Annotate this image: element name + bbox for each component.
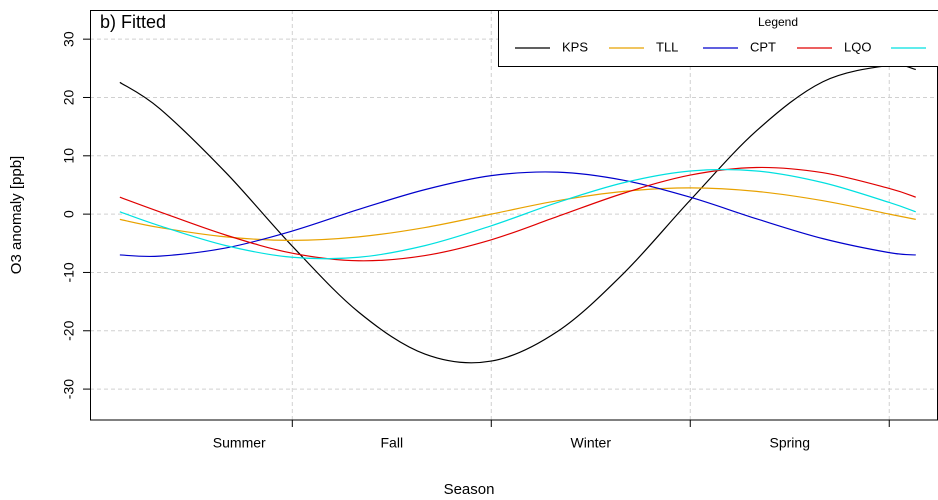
- x-tick-label: Spring: [770, 435, 810, 451]
- series-line: [119, 187, 916, 241]
- legend-label: LQO: [844, 39, 871, 54]
- legend-box: [498, 10, 938, 67]
- panel-label: b) Fitted: [100, 12, 166, 32]
- legend-label: TLL: [656, 39, 678, 54]
- legend-label: KPS: [562, 39, 588, 54]
- grid-layer: [90, 10, 937, 420]
- x-tick-label: Summer: [213, 435, 266, 451]
- y-tick-label: 10: [61, 148, 77, 164]
- legend: LegendKPSTLLCPTLQOMLO: [498, 10, 938, 67]
- series-line: [119, 64, 916, 364]
- series-line: [119, 168, 916, 260]
- y-tick-label: -20: [61, 320, 77, 340]
- legend-title: Legend: [758, 15, 798, 29]
- y-tick-label: -10: [61, 262, 77, 282]
- y-tick-label: 20: [61, 89, 77, 105]
- series-line: [119, 171, 916, 258]
- x-tick-label: Winter: [571, 435, 612, 451]
- plot-frame: [90, 10, 938, 421]
- y-tick-label: 0: [61, 210, 77, 218]
- y-tick-label: 30: [61, 31, 77, 47]
- x-tick-label: Fall: [381, 435, 404, 451]
- lines-layer: [119, 64, 916, 364]
- legend-label: CPT: [750, 39, 776, 54]
- series-line: [119, 166, 916, 262]
- y-axis-title: O3 anomaly [ppb]: [8, 156, 25, 274]
- x-axis-title: Season: [444, 481, 495, 498]
- y-tick-label: -30: [61, 379, 77, 399]
